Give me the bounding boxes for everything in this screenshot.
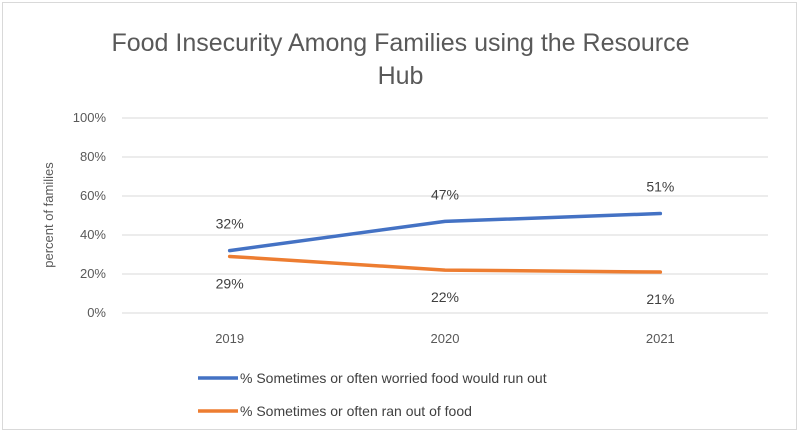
- y-tick-label: 80%: [80, 149, 106, 164]
- chart-title-line-2: Hub: [377, 62, 424, 90]
- y-tick-label: 20%: [80, 266, 106, 281]
- y-tick-label: 0%: [87, 305, 106, 320]
- data-label: 29%: [216, 275, 244, 291]
- chart-title-line-1: Food Insecurity Among Families using the…: [111, 29, 690, 57]
- data-label: 21%: [646, 291, 674, 307]
- y-tick-label: 100%: [73, 110, 107, 125]
- y-tick-label: 40%: [80, 227, 106, 242]
- gridlines: [122, 117, 768, 314]
- x-axis-tick-labels: 2019 2020 2021: [215, 331, 675, 346]
- series-line: [227, 254, 663, 274]
- data-labels: 32% 47% 51% 29% 22% 21%: [216, 179, 675, 307]
- series-lines: [227, 211, 663, 274]
- y-axis-title: percent of families: [41, 162, 56, 268]
- data-label: 47%: [431, 186, 459, 202]
- data-label: 51%: [646, 179, 674, 195]
- x-tick-label: 2019: [215, 331, 244, 346]
- y-axis-tick-labels: 0% 20% 40% 60% 80% 100%: [73, 110, 107, 320]
- x-tick-label: 2020: [431, 331, 460, 346]
- chart-frame: [2, 2, 797, 430]
- x-tick-label: 2021: [646, 331, 675, 346]
- legend-entry-label: % Sometimes or often worried food would …: [240, 370, 547, 386]
- y-tick-label: 60%: [80, 188, 106, 203]
- data-label: 32%: [216, 216, 244, 232]
- legend: % Sometimes or often worried food would …: [198, 370, 547, 419]
- legend-entry-label: % Sometimes or often ran out of food: [240, 403, 472, 419]
- data-label: 22%: [431, 289, 459, 305]
- chart-title: Food Insecurity Among Families using the…: [0, 27, 801, 93]
- series-line: [227, 211, 663, 253]
